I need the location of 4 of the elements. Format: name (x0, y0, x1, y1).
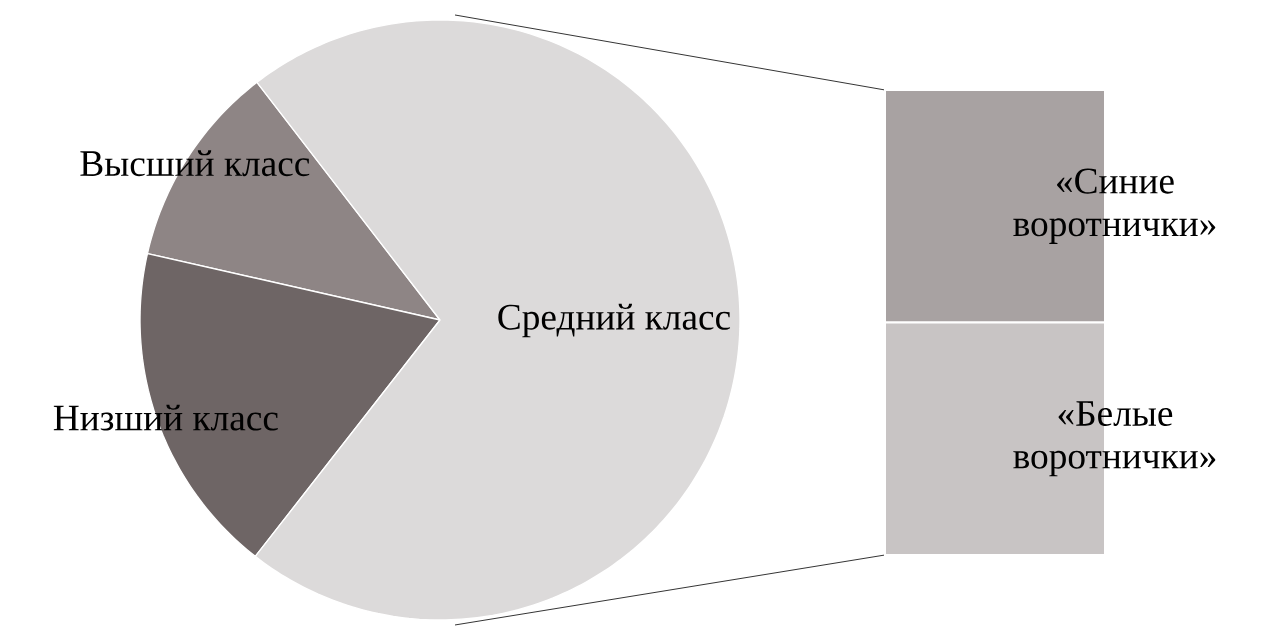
slice-label: Высший класс (80, 150, 310, 177)
slice-label: Средний класс (498, 303, 731, 338)
series-label: «Синие воротнички» (1013, 168, 1216, 244)
series-label: «Белые воротнички» (1013, 401, 1216, 477)
